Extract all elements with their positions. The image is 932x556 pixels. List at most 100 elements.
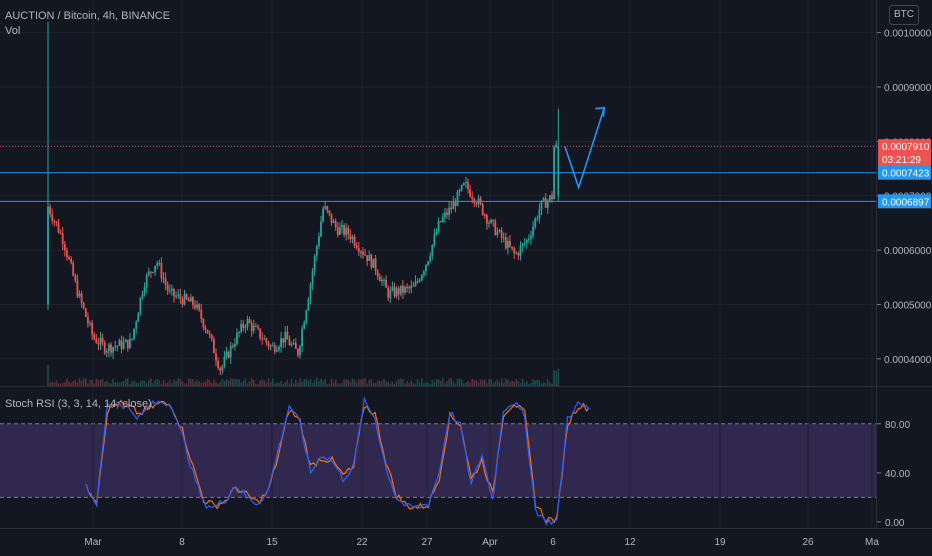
candle-body — [530, 235, 532, 239]
candle-body — [57, 222, 60, 233]
candle-body — [410, 285, 413, 289]
volume-bar — [141, 380, 144, 386]
volume-bar — [322, 380, 324, 386]
candle-body — [225, 351, 228, 357]
candle-body — [301, 328, 303, 347]
volume-bar — [479, 379, 482, 386]
volume-bar — [442, 378, 444, 386]
candle-body — [276, 349, 278, 352]
candle-body — [280, 338, 282, 347]
volume-bar — [87, 383, 89, 386]
volume-bar — [240, 382, 242, 386]
candle-body — [261, 338, 264, 340]
price-chart[interactable] — [0, 0, 876, 386]
candle-body — [366, 255, 369, 261]
candle-body — [103, 342, 106, 353]
candle-body — [471, 196, 474, 199]
volume-bar — [547, 378, 549, 386]
volume-bar — [435, 379, 438, 386]
candle-body — [504, 237, 507, 249]
candle-body — [278, 346, 280, 350]
candle-body — [248, 319, 251, 323]
candle-body — [267, 342, 270, 347]
volume-bar — [385, 381, 387, 386]
candle-body — [305, 310, 308, 323]
volume-bar — [337, 383, 339, 386]
volume-bar — [519, 383, 522, 386]
volume-bar — [116, 381, 119, 386]
candle-body — [435, 232, 438, 235]
candle-body — [244, 326, 247, 328]
volume-bar — [486, 383, 488, 386]
volume-bar — [364, 378, 366, 386]
volume-bar — [274, 383, 276, 386]
candle-body — [441, 217, 444, 222]
volume-bar — [326, 383, 329, 386]
volume-bar — [244, 378, 247, 386]
candle-body — [364, 254, 366, 256]
volume-bar — [263, 380, 266, 386]
time-tick-label: Apr — [482, 537, 498, 548]
candle-body — [55, 221, 58, 223]
volume-bar — [82, 378, 85, 386]
volume-bar — [267, 378, 270, 386]
candle-body — [389, 290, 392, 298]
price-axis[interactable]: 0.00100000.00090000.00080000.00070000.00… — [876, 0, 932, 529]
volume-bar — [276, 382, 278, 386]
candle-body — [378, 276, 381, 282]
candle-body — [549, 195, 551, 201]
volume-bar — [540, 383, 543, 386]
volume-bar — [183, 383, 186, 386]
candle-body — [250, 322, 253, 331]
candle-body — [481, 203, 484, 215]
volume-bar — [467, 380, 469, 386]
volume-bar — [103, 381, 106, 386]
volume-bar — [232, 378, 234, 386]
countdown-label: 03:21:29 — [882, 155, 921, 166]
candle-body — [370, 254, 373, 268]
candle-body — [347, 227, 350, 235]
candle-body — [309, 284, 312, 300]
volume-bar — [456, 378, 459, 386]
candle-body — [194, 304, 196, 308]
volume-bar — [282, 383, 284, 386]
volume-bar — [555, 371, 557, 386]
candle-body — [236, 332, 238, 345]
candle-body — [362, 251, 364, 255]
volume-bar — [204, 381, 207, 386]
volume-bar — [288, 383, 291, 386]
candle-body — [238, 331, 240, 333]
candle-body — [51, 214, 54, 221]
stoch-rsi-chart[interactable] — [0, 387, 876, 528]
volume-bar — [496, 379, 499, 386]
volume-bar — [450, 378, 452, 386]
volume-bar — [185, 383, 188, 386]
volume-bar — [137, 383, 140, 386]
volume-bar — [360, 379, 362, 386]
volume-bar — [311, 382, 314, 386]
candle-body — [110, 344, 112, 353]
candle-body — [406, 286, 408, 288]
candle-body — [429, 256, 432, 262]
candle-body — [332, 221, 335, 223]
projection-arrowhead — [595, 106, 606, 117]
volume-bar — [112, 378, 114, 386]
candle-body — [498, 230, 501, 232]
candle-body — [219, 368, 222, 371]
projection-arrow — [564, 107, 606, 191]
last-price-tag-bg — [878, 139, 931, 168]
candle-body — [63, 243, 66, 251]
stoch-rsi-legend: Stoch RSI (3, 3, 14, 14, close) — [5, 398, 152, 410]
candle-body — [355, 245, 358, 249]
volume-bar — [490, 379, 492, 386]
volume-bar — [553, 369, 555, 386]
candle-body — [446, 212, 448, 216]
time-axis[interactable]: Mar 8 15 22 27 Apr 6 12 19 26 Ma — [0, 528, 932, 551]
currency-button[interactable]: BTC — [889, 5, 919, 25]
candle-body — [265, 338, 268, 343]
stoch-rsi-pane[interactable]: Stoch RSI (3, 3, 14, 14, close) — [0, 387, 876, 528]
pane-separator[interactable] — [0, 386, 932, 387]
price-chart-pane[interactable]: AUCTION / Bitcoin, 4h, BINANCE Vol — [0, 0, 876, 386]
volume-bar — [307, 380, 310, 386]
candle-body — [200, 309, 203, 320]
